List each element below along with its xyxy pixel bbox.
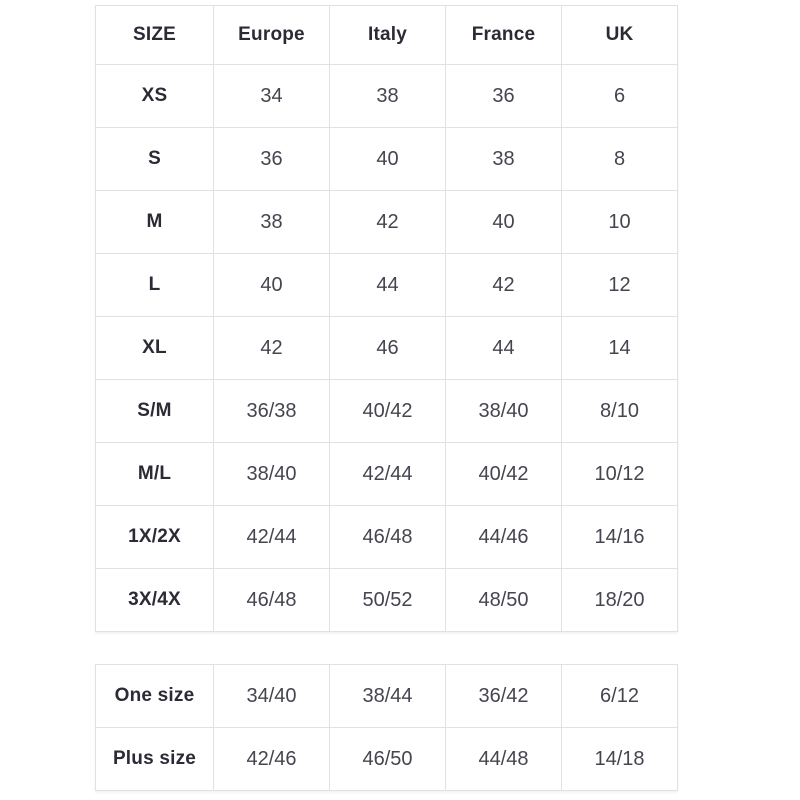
size-label-cell: 3X/4X <box>95 568 214 632</box>
table-row-xl: XL 42 46 44 14 <box>95 316 678 380</box>
value-cell: 6 <box>561 64 678 128</box>
value-cell: 10 <box>561 190 678 254</box>
value-cell: 18/20 <box>561 568 678 632</box>
value-cell: 36/42 <box>445 664 562 728</box>
value-cell: 44 <box>445 316 562 380</box>
table-row-l: L 40 44 42 12 <box>95 253 678 317</box>
size-label-cell: XL <box>95 316 214 380</box>
value-cell: 34/40 <box>213 664 330 728</box>
value-cell: 46/50 <box>329 727 446 791</box>
value-cell: 10/12 <box>561 442 678 506</box>
value-cell: 42/46 <box>213 727 330 791</box>
value-cell: 38/40 <box>213 442 330 506</box>
value-cell: 8/10 <box>561 379 678 443</box>
value-cell: 44/46 <box>445 505 562 569</box>
size-label-cell: S <box>95 127 214 191</box>
size-label-cell: Plus size <box>95 727 214 791</box>
value-cell: 36 <box>213 127 330 191</box>
table-row-1x-2x: 1X/2X 42/44 46/48 44/46 14/16 <box>95 505 678 569</box>
table-row-m-l: M/L 38/40 42/44 40/42 10/12 <box>95 442 678 506</box>
value-cell: 40/42 <box>329 379 446 443</box>
value-cell: 42 <box>213 316 330 380</box>
value-cell: 40 <box>329 127 446 191</box>
header-cell-uk: UK <box>561 5 678 65</box>
value-cell: 14/18 <box>561 727 678 791</box>
size-conversion-table: SIZE Europe Italy France UK XS 34 38 36 … <box>95 5 678 632</box>
header-cell-size: SIZE <box>95 5 214 65</box>
value-cell: 48/50 <box>445 568 562 632</box>
value-cell: 38/40 <box>445 379 562 443</box>
value-cell: 34 <box>213 64 330 128</box>
size-label-cell: S/M <box>95 379 214 443</box>
value-cell: 40 <box>445 190 562 254</box>
table-row-one-size: One size 34/40 38/44 36/42 6/12 <box>95 664 678 728</box>
value-cell: 42 <box>445 253 562 317</box>
size-label-cell: 1X/2X <box>95 505 214 569</box>
header-row: SIZE Europe Italy France UK <box>95 5 678 65</box>
one-size-conversion-table: One size 34/40 38/44 36/42 6/12 Plus siz… <box>95 664 678 791</box>
value-cell: 44/48 <box>445 727 562 791</box>
table-row-3x-4x: 3X/4X 46/48 50/52 48/50 18/20 <box>95 568 678 632</box>
value-cell: 42/44 <box>329 442 446 506</box>
value-cell: 38 <box>445 127 562 191</box>
table-row-plus-size: Plus size 42/46 46/50 44/48 14/18 <box>95 727 678 791</box>
value-cell: 38 <box>329 64 446 128</box>
size-label-cell: M/L <box>95 442 214 506</box>
size-label-cell: M <box>95 190 214 254</box>
value-cell: 50/52 <box>329 568 446 632</box>
table-row-s: S 36 40 38 8 <box>95 127 678 191</box>
value-cell: 14 <box>561 316 678 380</box>
value-cell: 44 <box>329 253 446 317</box>
value-cell: 40/42 <box>445 442 562 506</box>
table-row-m: M 38 42 40 10 <box>95 190 678 254</box>
value-cell: 8 <box>561 127 678 191</box>
value-cell: 42 <box>329 190 446 254</box>
value-cell: 12 <box>561 253 678 317</box>
value-cell: 36 <box>445 64 562 128</box>
size-label-cell: One size <box>95 664 214 728</box>
header-cell-france: France <box>445 5 562 65</box>
value-cell: 14/16 <box>561 505 678 569</box>
header-cell-europe: Europe <box>213 5 330 65</box>
table-row-s-m: S/M 36/38 40/42 38/40 8/10 <box>95 379 678 443</box>
value-cell: 46/48 <box>329 505 446 569</box>
value-cell: 6/12 <box>561 664 678 728</box>
size-label-cell: XS <box>95 64 214 128</box>
value-cell: 38/44 <box>329 664 446 728</box>
table-row-xs: XS 34 38 36 6 <box>95 64 678 128</box>
value-cell: 40 <box>213 253 330 317</box>
size-label-cell: L <box>95 253 214 317</box>
value-cell: 46 <box>329 316 446 380</box>
value-cell: 46/48 <box>213 568 330 632</box>
value-cell: 42/44 <box>213 505 330 569</box>
value-cell: 36/38 <box>213 379 330 443</box>
header-cell-italy: Italy <box>329 5 446 65</box>
value-cell: 38 <box>213 190 330 254</box>
